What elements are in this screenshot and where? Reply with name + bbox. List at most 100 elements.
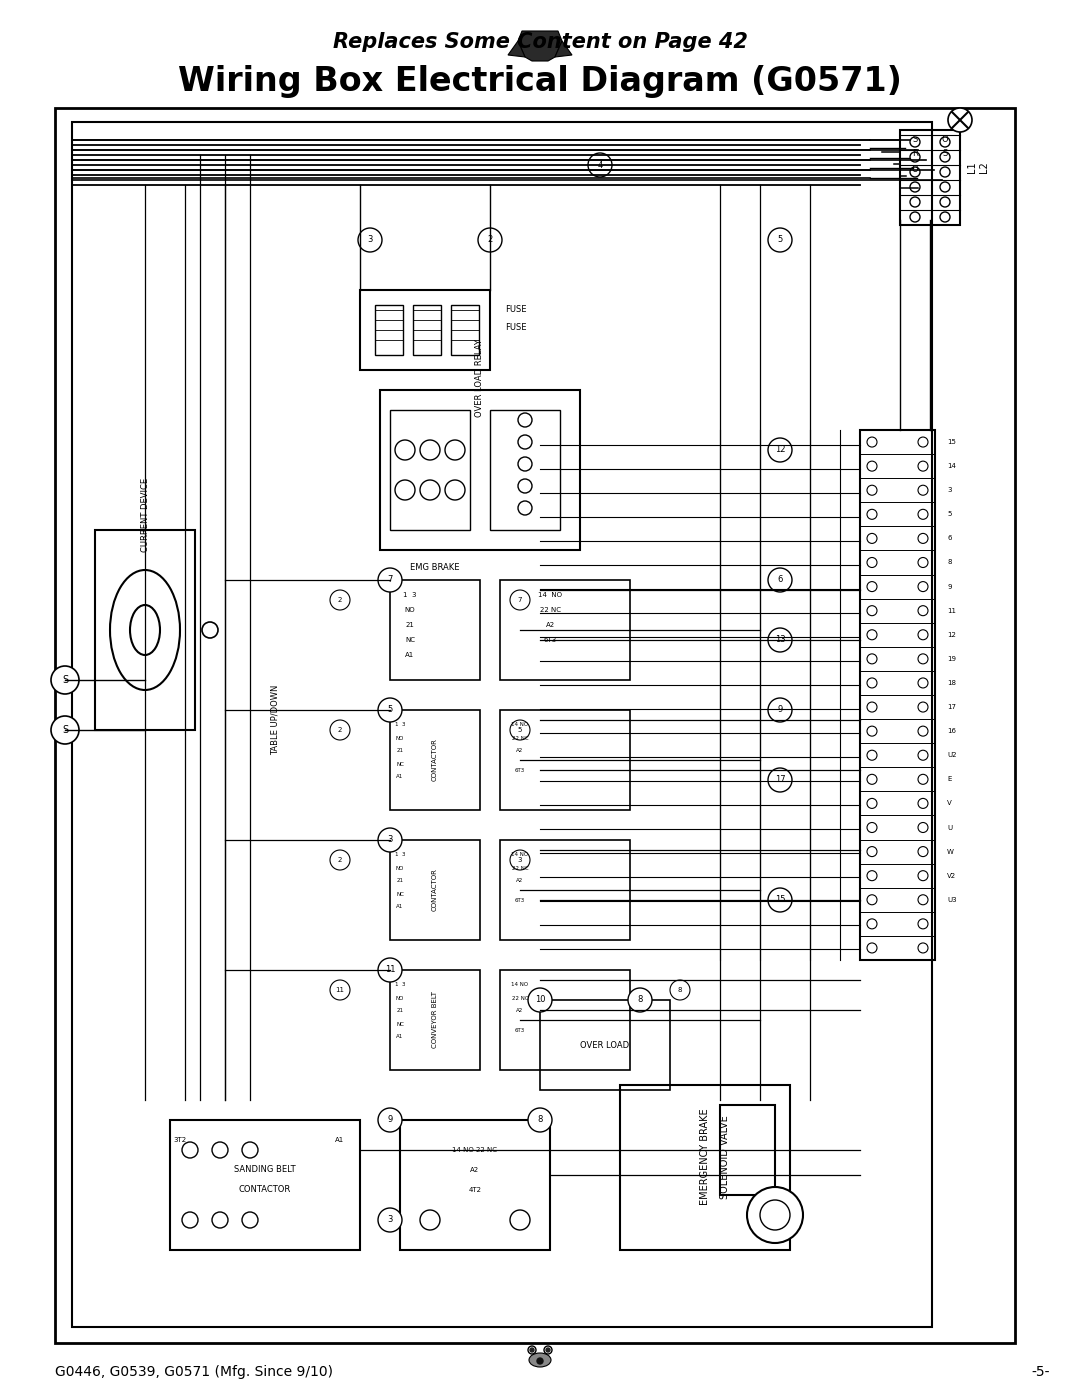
Circle shape [378,958,402,982]
Circle shape [510,849,530,870]
Bar [720,1105,775,1194]
Circle shape [918,943,928,953]
Bar [55,108,1015,1343]
Bar [540,1000,670,1090]
Circle shape [768,439,792,462]
Text: 3: 3 [388,835,393,845]
Circle shape [330,981,350,1000]
Circle shape [918,847,928,856]
Circle shape [918,630,928,640]
Text: U: U [947,824,953,830]
Text: FUSE: FUSE [505,306,527,314]
Text: 2: 2 [338,856,342,863]
Circle shape [378,698,402,722]
Circle shape [528,1345,536,1354]
Circle shape [330,719,350,740]
Text: 14 NO 22 NC: 14 NO 22 NC [453,1147,498,1153]
Ellipse shape [529,1354,551,1368]
Text: A2: A2 [471,1166,480,1173]
Circle shape [918,485,928,495]
Circle shape [910,168,920,177]
Text: 12: 12 [947,631,956,638]
Circle shape [867,774,877,784]
Text: TABLE UP/DOWN: TABLE UP/DOWN [270,685,280,756]
Bar [170,1120,360,1250]
Text: 4: 4 [597,161,603,169]
Text: 7: 7 [388,576,393,584]
Circle shape [867,485,877,495]
Circle shape [940,168,950,177]
Text: L2: L2 [978,161,989,173]
Circle shape [760,1200,789,1229]
Circle shape [867,437,877,447]
Circle shape [918,894,928,905]
Text: S: S [62,725,68,735]
Circle shape [420,440,440,460]
Circle shape [940,137,950,147]
Circle shape [510,1210,530,1229]
Text: 8: 8 [947,560,951,566]
Circle shape [627,988,652,1011]
Circle shape [918,823,928,833]
Circle shape [378,1108,402,1132]
Text: 15: 15 [774,895,785,904]
Circle shape [420,1210,440,1229]
Text: 4T2: 4T2 [469,1187,482,1193]
Circle shape [530,1348,534,1352]
Circle shape [768,888,792,912]
Text: NO: NO [395,866,404,870]
Circle shape [395,481,415,500]
Circle shape [918,654,928,664]
Bar [390,710,480,810]
Circle shape [910,212,920,222]
Text: 5: 5 [947,511,951,517]
Text: 9: 9 [778,705,783,714]
Polygon shape [508,41,525,57]
Circle shape [910,197,920,207]
Text: 2: 2 [338,597,342,604]
Text: 22 NC: 22 NC [512,735,528,740]
Text: 3: 3 [517,856,523,863]
Circle shape [510,719,530,740]
Circle shape [940,152,950,162]
Bar [500,710,630,810]
Circle shape [867,943,877,953]
Text: 6: 6 [947,535,951,542]
Circle shape [918,534,928,543]
Text: 18: 18 [947,680,956,686]
Text: A1: A1 [336,1137,345,1143]
Circle shape [537,1358,543,1363]
Circle shape [51,666,79,694]
Circle shape [867,678,877,687]
Text: A1: A1 [396,904,404,909]
Text: 10: 10 [535,996,545,1004]
Text: 5: 5 [517,726,523,733]
Text: A2: A2 [516,1009,524,1013]
Text: A2: A2 [516,879,524,883]
Text: NO: NO [395,735,404,740]
Circle shape [948,108,972,131]
Circle shape [202,622,218,638]
Circle shape [212,1141,228,1158]
Text: 21: 21 [396,749,404,753]
Text: 12: 12 [774,446,785,454]
Text: V2: V2 [947,873,956,879]
Text: NC: NC [396,1021,404,1027]
Circle shape [518,414,532,427]
Text: CONVEYOR BELT: CONVEYOR BELT [432,992,438,1049]
Text: W: W [947,848,954,855]
Bar [860,430,935,960]
Circle shape [867,750,877,760]
Circle shape [378,1208,402,1232]
Text: 14 NO: 14 NO [512,982,528,988]
Text: 9: 9 [388,1115,393,1125]
Circle shape [940,197,950,207]
Circle shape [420,481,440,500]
Circle shape [918,703,928,712]
Text: 5: 5 [388,705,393,714]
Text: NO: NO [405,608,416,613]
Circle shape [528,1108,552,1132]
Bar [360,291,490,370]
Circle shape [445,481,465,500]
Polygon shape [518,31,562,61]
